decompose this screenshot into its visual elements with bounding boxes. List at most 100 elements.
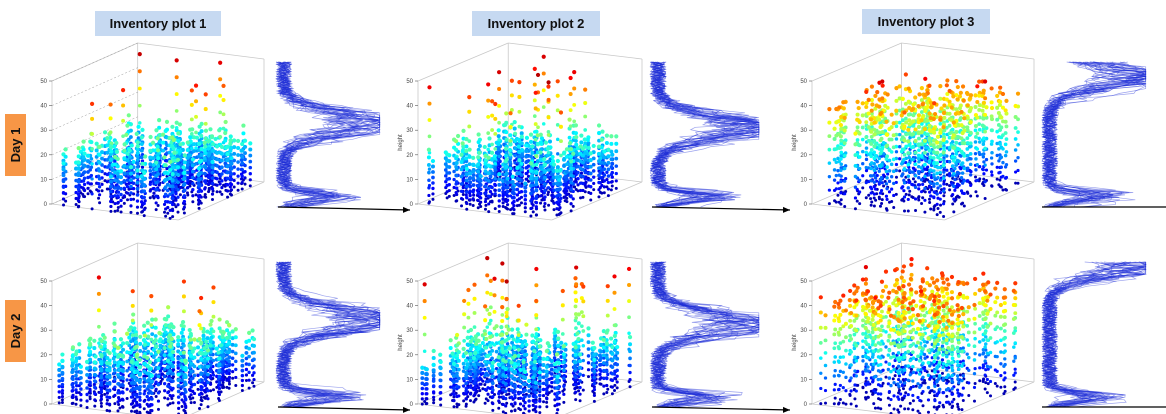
point bbox=[114, 141, 118, 145]
point bbox=[136, 187, 140, 191]
point bbox=[131, 160, 135, 164]
point bbox=[982, 142, 986, 146]
point bbox=[168, 333, 172, 337]
point bbox=[183, 212, 186, 215]
point bbox=[511, 207, 514, 210]
point bbox=[908, 193, 911, 196]
point bbox=[497, 134, 501, 138]
point bbox=[936, 176, 940, 180]
point bbox=[197, 142, 201, 146]
point bbox=[113, 155, 117, 159]
point bbox=[427, 85, 431, 89]
point bbox=[142, 189, 146, 193]
point bbox=[828, 189, 831, 192]
point bbox=[164, 200, 167, 203]
point bbox=[584, 171, 588, 175]
point bbox=[168, 160, 172, 164]
point bbox=[982, 124, 986, 128]
point bbox=[533, 98, 537, 102]
point bbox=[583, 128, 587, 132]
point bbox=[190, 132, 194, 136]
point bbox=[479, 196, 482, 199]
point bbox=[497, 188, 501, 192]
point bbox=[880, 79, 884, 83]
point bbox=[1014, 170, 1017, 173]
point bbox=[952, 210, 955, 213]
point bbox=[152, 348, 156, 352]
point bbox=[543, 162, 547, 166]
point bbox=[228, 142, 232, 146]
point bbox=[197, 172, 201, 176]
point bbox=[126, 198, 129, 201]
point bbox=[933, 190, 936, 193]
point bbox=[240, 155, 244, 159]
point bbox=[945, 169, 948, 172]
point bbox=[827, 121, 831, 125]
point bbox=[956, 85, 960, 89]
point bbox=[232, 145, 236, 149]
point bbox=[907, 174, 911, 178]
point bbox=[836, 194, 839, 197]
point bbox=[178, 150, 182, 154]
point bbox=[948, 174, 951, 177]
point bbox=[547, 98, 551, 102]
point bbox=[190, 88, 194, 92]
point bbox=[983, 130, 987, 134]
point bbox=[186, 178, 189, 181]
point bbox=[529, 140, 533, 144]
point bbox=[954, 130, 958, 134]
point bbox=[509, 125, 513, 129]
point bbox=[535, 205, 538, 208]
point bbox=[77, 193, 80, 196]
point bbox=[942, 170, 945, 173]
point bbox=[879, 138, 883, 142]
y-axis-label: height bbox=[792, 134, 798, 151]
point bbox=[928, 173, 931, 176]
point bbox=[856, 125, 860, 129]
point bbox=[86, 170, 90, 174]
point bbox=[154, 188, 158, 192]
point bbox=[218, 317, 222, 321]
point bbox=[932, 117, 936, 121]
point bbox=[902, 147, 906, 151]
point bbox=[77, 199, 80, 202]
point bbox=[460, 167, 464, 171]
point bbox=[858, 167, 862, 171]
point bbox=[942, 151, 946, 155]
point bbox=[138, 342, 142, 346]
point bbox=[942, 215, 945, 218]
point bbox=[911, 170, 914, 173]
point bbox=[615, 187, 618, 190]
point bbox=[864, 105, 868, 109]
point bbox=[172, 151, 176, 155]
y-tick-label: 10 bbox=[406, 177, 413, 183]
point bbox=[954, 112, 958, 116]
point bbox=[493, 102, 497, 106]
point bbox=[98, 185, 101, 188]
point bbox=[603, 173, 607, 177]
point bbox=[150, 332, 154, 336]
point bbox=[569, 124, 573, 128]
point bbox=[880, 96, 884, 100]
point bbox=[543, 205, 546, 208]
point bbox=[839, 203, 842, 206]
point bbox=[555, 188, 559, 192]
point bbox=[880, 202, 883, 205]
point bbox=[933, 112, 937, 116]
point bbox=[974, 157, 978, 161]
point bbox=[135, 132, 139, 136]
point bbox=[496, 142, 500, 146]
point bbox=[927, 124, 931, 128]
point bbox=[152, 355, 156, 359]
point bbox=[597, 188, 600, 191]
point bbox=[914, 197, 917, 200]
point bbox=[981, 109, 985, 113]
point bbox=[948, 89, 952, 93]
point bbox=[493, 188, 496, 191]
point bbox=[990, 100, 994, 104]
point bbox=[917, 92, 921, 96]
point bbox=[553, 208, 556, 211]
point bbox=[493, 147, 497, 151]
point bbox=[828, 148, 832, 152]
point bbox=[154, 128, 158, 132]
